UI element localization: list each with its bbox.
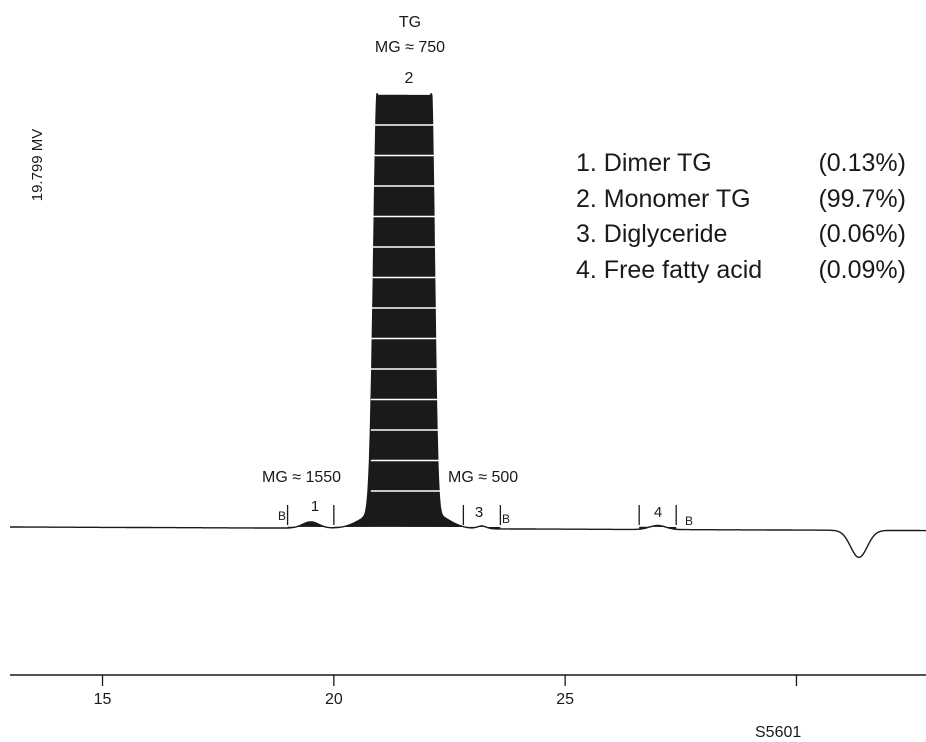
legend-percent: (0.06%) bbox=[818, 220, 906, 248]
x-axis-ticks: 15 20 25 bbox=[94, 675, 798, 708]
legend-item: 3. Diglyceride (0.06%) bbox=[576, 217, 906, 253]
mg-1550-label: MG ≈ 1550 bbox=[262, 469, 341, 486]
legend-percent: (0.13%) bbox=[818, 149, 906, 177]
legend-percent: (0.09%) bbox=[818, 255, 906, 284]
b-marker-3: B bbox=[685, 514, 693, 528]
legend-label: 2. Monomer TG bbox=[576, 184, 751, 213]
b-marker-1: B bbox=[278, 509, 286, 523]
sample-id-label: S5601 bbox=[755, 724, 801, 741]
peak-3-number: 3 bbox=[475, 504, 483, 521]
peak-legend: 1. Dimer TG (0.13%) 2. Monomer TG (99.7%… bbox=[576, 146, 906, 288]
x-tick-label: 15 bbox=[94, 691, 112, 708]
x-tick-label: 25 bbox=[556, 691, 574, 708]
peak-4-number: 4 bbox=[654, 504, 662, 521]
legend-label: 3. Diglyceride bbox=[576, 220, 728, 248]
legend-label: 4. Free fatty acid bbox=[576, 255, 763, 284]
peak-markers bbox=[286, 505, 677, 525]
legend-item: 2. Monomer TG (99.7%) bbox=[576, 182, 906, 218]
recorder-gaps bbox=[370, 124, 441, 492]
signal-trace bbox=[10, 93, 926, 559]
mg-750-label: MG ≈ 750 bbox=[375, 39, 445, 56]
legend-item: 1. Dimer TG (0.13%) bbox=[576, 146, 906, 182]
legend-label: 1. Dimer TG bbox=[576, 149, 712, 177]
tg-label: TG bbox=[399, 14, 421, 31]
mg-500-label: MG ≈ 500 bbox=[448, 469, 518, 486]
peak-2-area bbox=[333, 94, 464, 528]
peak-2-number: 2 bbox=[405, 70, 414, 87]
peak-1-number: 1 bbox=[311, 498, 319, 515]
legend-item: 4. Free fatty acid (0.09%) bbox=[576, 253, 906, 289]
legend-percent: (99.7%) bbox=[818, 184, 906, 213]
b-marker-2: B bbox=[502, 512, 510, 526]
y-axis-label: 19.799 MV bbox=[29, 129, 46, 202]
x-tick-label: 20 bbox=[325, 691, 343, 708]
